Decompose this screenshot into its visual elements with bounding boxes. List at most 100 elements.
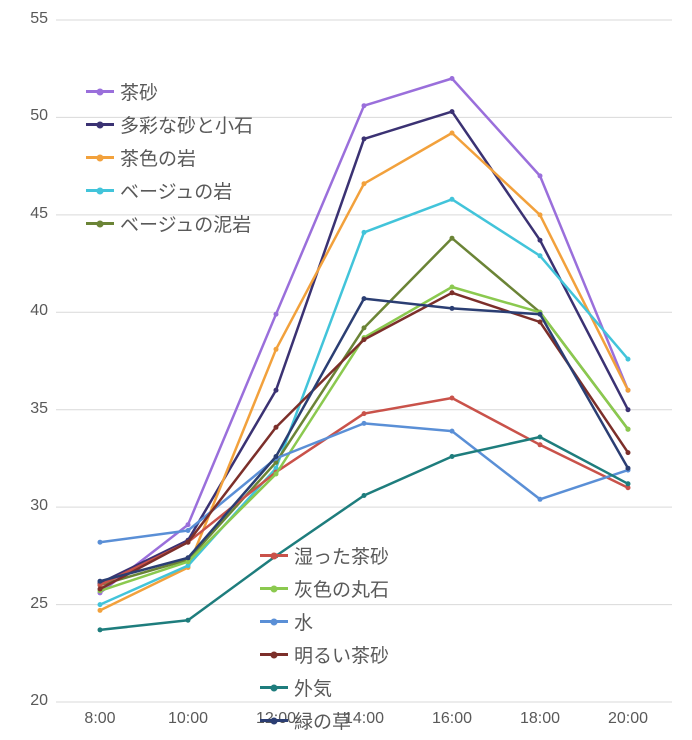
data-marker	[98, 587, 103, 592]
data-marker	[450, 76, 455, 81]
data-marker	[626, 481, 631, 486]
data-marker	[450, 396, 455, 401]
data-marker	[98, 602, 103, 607]
data-marker	[538, 173, 543, 178]
legend-label: ベージュの岩	[120, 177, 232, 204]
legend-item-midori: 緑の草	[260, 707, 455, 734]
data-marker	[186, 522, 191, 527]
legend-label: 灰色の丸石	[294, 575, 389, 602]
legend-item-beigedoro: ベージュの泥岩	[86, 210, 342, 237]
x-tick-label: 10:00	[158, 710, 218, 728]
data-marker	[362, 337, 367, 342]
y-tick-label: 20	[30, 692, 48, 710]
line-chart: 2025303540455055 8:0010:0012:0014:0016:0…	[0, 0, 692, 739]
legend-swatch-icon	[86, 90, 114, 93]
legend-label: 明るい茶砂	[294, 641, 389, 668]
data-marker	[186, 555, 191, 560]
data-marker	[450, 429, 455, 434]
legend-label: 茶砂	[120, 78, 158, 105]
data-marker	[538, 320, 543, 325]
data-marker	[274, 312, 279, 317]
y-tick-label: 35	[30, 400, 48, 418]
legend-swatch-icon	[260, 719, 288, 722]
data-marker	[362, 325, 367, 330]
data-marker	[362, 103, 367, 108]
legend-item-haiiro: 灰色の丸石	[260, 575, 455, 602]
y-tick-label: 25	[30, 595, 48, 613]
data-marker	[450, 131, 455, 136]
legend-item-gaiki: 外気	[260, 674, 455, 701]
data-marker	[626, 427, 631, 432]
legend-label: 水	[294, 608, 313, 635]
data-marker	[538, 435, 543, 440]
data-marker	[450, 290, 455, 295]
data-marker	[274, 425, 279, 430]
data-marker	[538, 238, 543, 243]
legend-label: 外気	[294, 674, 332, 701]
data-marker	[362, 136, 367, 141]
legend-item-chairo: 茶色の岩	[86, 144, 342, 171]
data-marker	[538, 312, 543, 317]
data-marker	[274, 472, 279, 477]
legend-swatch-icon	[260, 587, 288, 590]
legend-swatch-icon	[86, 189, 114, 192]
y-tick-label: 50	[30, 107, 48, 125]
legend-item-akarui: 明るい茶砂	[260, 641, 455, 668]
data-marker	[98, 579, 103, 584]
data-marker	[450, 236, 455, 241]
data-marker	[186, 528, 191, 533]
series-mizu	[98, 421, 631, 545]
data-marker	[626, 357, 631, 362]
legend-swatch-icon	[260, 653, 288, 656]
data-marker	[98, 540, 103, 545]
data-marker	[538, 442, 543, 447]
data-marker	[98, 608, 103, 613]
data-marker	[362, 296, 367, 301]
data-marker	[362, 493, 367, 498]
legend-label: ベージュの泥岩	[120, 210, 251, 237]
data-marker	[450, 285, 455, 290]
data-marker	[538, 497, 543, 502]
y-tick-label: 30	[30, 497, 48, 515]
data-marker	[626, 407, 631, 412]
data-marker	[274, 454, 279, 459]
legend-item-chasuna: 茶砂	[86, 78, 342, 105]
legend-swatch-icon	[86, 156, 114, 159]
legend-swatch-icon	[86, 222, 114, 225]
legend-label: 多彩な砂と小石	[120, 111, 253, 138]
data-marker	[274, 347, 279, 352]
data-marker	[274, 388, 279, 393]
x-tick-label: 8:00	[70, 710, 130, 728]
legend-label: 茶色の岩	[120, 144, 196, 171]
legend-label: 湿った茶砂	[294, 542, 389, 569]
data-marker	[626, 466, 631, 471]
legend-item-tasai: 多彩な砂と小石	[86, 111, 342, 138]
y-tick-label: 45	[30, 205, 48, 223]
y-tick-label: 40	[30, 302, 48, 320]
legend-top: 茶砂多彩な砂と小石茶色の岩ベージュの岩ベージュの泥岩	[86, 78, 356, 243]
legend-swatch-icon	[86, 123, 114, 126]
data-marker	[450, 197, 455, 202]
legend-swatch-icon	[260, 686, 288, 689]
data-marker	[450, 306, 455, 311]
legend-label: 緑の草	[294, 707, 351, 734]
data-marker	[186, 540, 191, 545]
legend-swatch-icon	[260, 554, 288, 557]
data-marker	[450, 454, 455, 459]
legend-item-mizu: 水	[260, 608, 455, 635]
y-tick-label: 55	[30, 10, 48, 28]
legend-swatch-icon	[260, 620, 288, 623]
data-marker	[538, 253, 543, 258]
data-marker	[362, 421, 367, 426]
data-marker	[626, 450, 631, 455]
data-marker	[98, 627, 103, 632]
legend-item-shimetta: 湿った茶砂	[260, 542, 455, 569]
legend-item-beigeiwa: ベージュの岩	[86, 177, 342, 204]
data-marker	[362, 181, 367, 186]
data-marker	[362, 411, 367, 416]
data-marker	[186, 618, 191, 623]
data-marker	[450, 109, 455, 114]
data-marker	[626, 388, 631, 393]
data-marker	[538, 212, 543, 217]
data-marker	[362, 230, 367, 235]
